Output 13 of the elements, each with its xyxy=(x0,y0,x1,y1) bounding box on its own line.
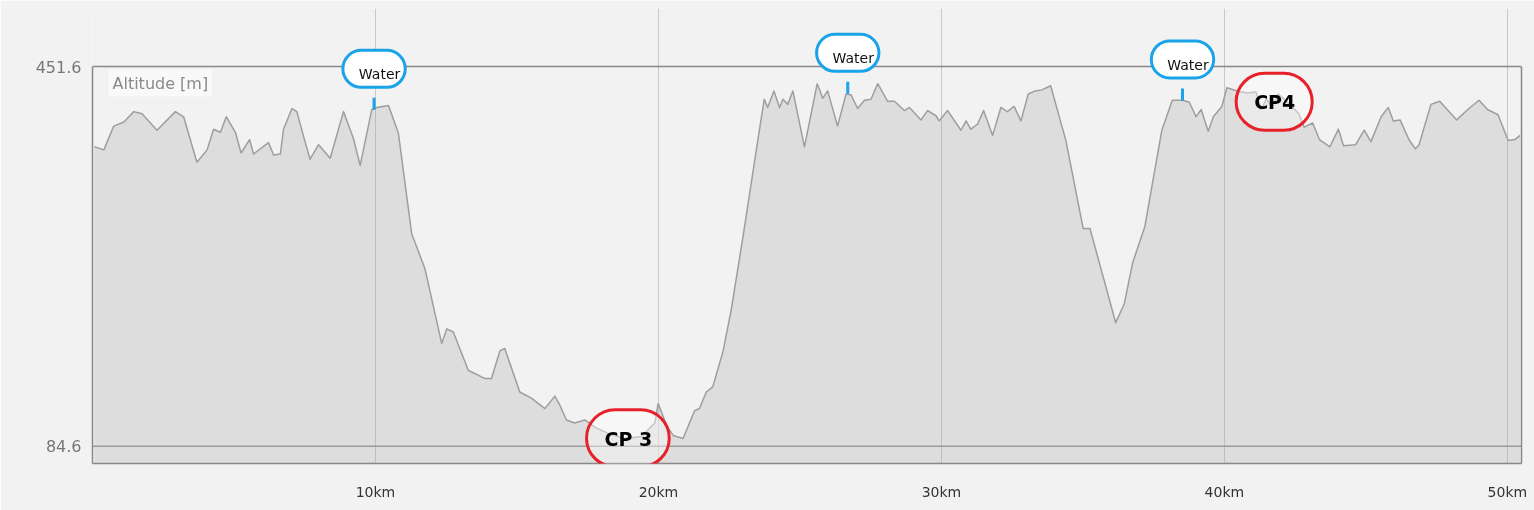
x-tick-label: 30km xyxy=(921,483,962,500)
annotation: CP 3 xyxy=(604,427,653,450)
y-tick-label: 451.6 xyxy=(35,57,82,77)
y-tick-label: 84.6 xyxy=(45,437,82,457)
annotation: Water xyxy=(358,66,401,83)
x-tick-label: 50km xyxy=(1487,483,1528,500)
x-tick-label: 40km xyxy=(1204,483,1245,500)
y-axis-title: Altitude [m] xyxy=(112,73,209,93)
x-tick-label: 10km xyxy=(355,483,396,500)
annotation: CP4 xyxy=(1254,91,1296,114)
annotation: Water xyxy=(1167,56,1209,73)
x-tick-label: 20km xyxy=(638,483,679,500)
annotation: Water xyxy=(832,50,875,67)
